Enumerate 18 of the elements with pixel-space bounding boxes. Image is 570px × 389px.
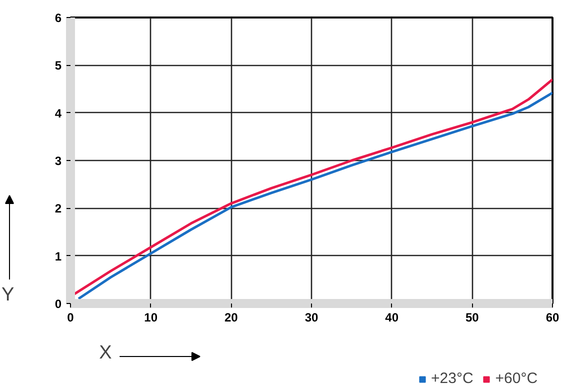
y-tick-label: 6: [54, 11, 62, 25]
x-tick-label: 20: [224, 310, 238, 324]
y-tick-label: 3: [54, 154, 62, 168]
y-tick-label: 1: [54, 249, 62, 264]
y-tick-label: 4: [54, 106, 62, 120]
legend-label: +60°C: [495, 370, 538, 387]
x-tick-label: 60: [546, 310, 560, 324]
legend-label: +23°C: [431, 370, 474, 387]
y-axis-title: Y: [2, 284, 14, 306]
x-tick-label: 50: [465, 310, 480, 324]
x-axis-title: X: [99, 342, 112, 364]
y-tick-label: 0: [54, 297, 62, 311]
x-tick-label: 40: [385, 310, 399, 324]
x-tick-label: 0: [67, 310, 74, 324]
y-tick-label: 2: [54, 202, 62, 216]
y-tick-label: 5: [54, 58, 62, 73]
x-tick-label: 30: [304, 310, 318, 324]
x-tick-label: 10: [144, 310, 158, 324]
